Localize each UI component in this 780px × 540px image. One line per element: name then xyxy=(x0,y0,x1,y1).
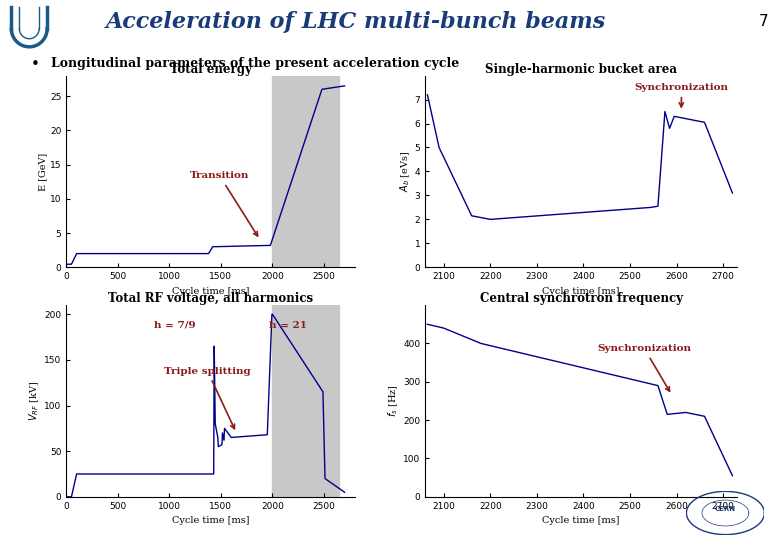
Text: Synchronization: Synchronization xyxy=(597,344,691,391)
Title: Single-harmonic bucket area: Single-harmonic bucket area xyxy=(485,63,677,76)
Text: CERN: CERN xyxy=(714,505,736,512)
Bar xyxy=(272,76,339,267)
Y-axis label: $f_s$ [Hz]: $f_s$ [Hz] xyxy=(387,384,400,417)
Y-axis label: E [GeV]: E [GeV] xyxy=(38,152,47,191)
Y-axis label: $V_{RF}$ [kV]: $V_{RF}$ [kV] xyxy=(28,381,41,421)
Text: h = 7/9: h = 7/9 xyxy=(154,321,195,330)
Y-axis label: $A_b$ [eVs]: $A_b$ [eVs] xyxy=(398,151,412,192)
Text: •: • xyxy=(31,57,40,72)
X-axis label: Cycle time [ms]: Cycle time [ms] xyxy=(542,516,620,525)
Text: Transition: Transition xyxy=(190,171,257,236)
Text: Triple splitting: Triple splitting xyxy=(165,367,251,429)
X-axis label: Cycle time [ms]: Cycle time [ms] xyxy=(542,287,620,296)
Bar xyxy=(272,305,339,497)
Title: Total RF voltage, all harmonics: Total RF voltage, all harmonics xyxy=(108,292,313,305)
Title: Central synchrotron frequency: Central synchrotron frequency xyxy=(480,292,682,305)
Text: Acceleration of LHC multi-bunch beams: Acceleration of LHC multi-bunch beams xyxy=(105,11,605,33)
Text: 7: 7 xyxy=(759,14,768,29)
X-axis label: Cycle time [ms]: Cycle time [ms] xyxy=(172,516,250,525)
Text: Longitudinal parameters of the present acceleration cycle: Longitudinal parameters of the present a… xyxy=(51,57,459,70)
X-axis label: Cycle time [ms]: Cycle time [ms] xyxy=(172,287,250,296)
Text: h = 21: h = 21 xyxy=(269,321,307,330)
Title: Total energy: Total energy xyxy=(170,63,251,76)
Text: Synchronization: Synchronization xyxy=(635,83,729,107)
